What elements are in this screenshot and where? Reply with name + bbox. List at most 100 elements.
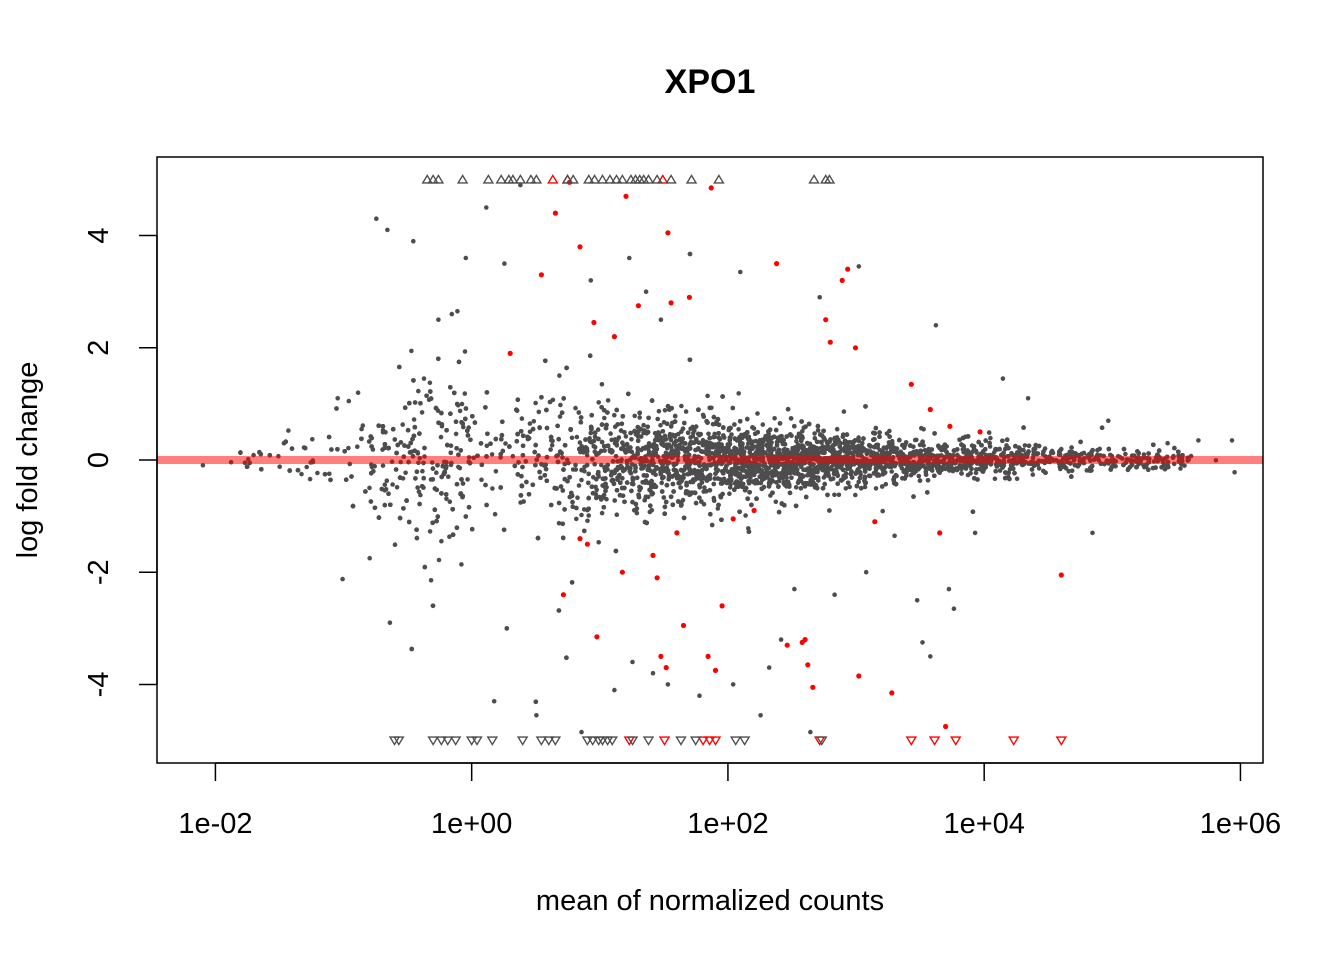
clipped-point-up [495, 174, 507, 184]
significant-point [730, 516, 736, 522]
clipped-point-down [709, 736, 722, 746]
data-points [335, 174, 1237, 746]
significant-point [538, 272, 545, 278]
clipped-point-down [738, 736, 751, 746]
significant-point [947, 423, 953, 429]
clipped-point-down [1007, 736, 1020, 746]
significant-point [705, 653, 711, 660]
x-axis: 1e-02 1e+00 1e+02 1e+04 1e+06 [178, 762, 1281, 840]
clipped-point-down [816, 736, 828, 746]
significant-point [856, 673, 862, 679]
clipped-point-down [543, 736, 555, 746]
significant-point [584, 541, 591, 547]
significant-point [560, 592, 567, 598]
significant-point [889, 690, 895, 696]
significant-point [654, 575, 660, 581]
clipped-point-up [657, 174, 669, 184]
outlier-point [792, 586, 797, 592]
y-tick-label: 2 [83, 340, 115, 356]
outlier-point [627, 255, 632, 261]
clipped-point-up [651, 174, 663, 184]
outlier-point [463, 255, 469, 261]
outlier-point [832, 592, 837, 597]
clipped-point-down [703, 736, 716, 746]
significant-point [908, 381, 914, 387]
clipped-point-down [586, 736, 599, 746]
clipped-point-up [610, 174, 623, 184]
clipped-point-down [950, 736, 962, 746]
outlier-point [484, 205, 489, 210]
outlier-point [436, 317, 441, 323]
outlier-point [612, 687, 617, 693]
clipped-point-down [1055, 736, 1068, 746]
significant-point [805, 662, 811, 668]
significant-point [802, 637, 808, 643]
clipped-point-up [456, 174, 469, 184]
outlier-point [730, 682, 736, 687]
significant-point [708, 185, 714, 191]
outlier-point [502, 261, 507, 266]
significant-point [712, 667, 719, 674]
y-tick-label: 0 [83, 452, 115, 468]
outlier-point [972, 530, 978, 536]
outlier-point [1165, 440, 1170, 446]
clipped-point-up [547, 174, 559, 184]
significant-point [977, 429, 983, 435]
outlier-point [920, 640, 925, 645]
outlier-point [1229, 438, 1235, 443]
outlier-point [643, 289, 649, 295]
y-axis-label: log fold change [12, 362, 44, 559]
outlier-point [856, 264, 862, 269]
significant-point [623, 193, 629, 199]
outlier-point [1106, 418, 1111, 424]
outlier-point [808, 729, 813, 735]
clipped-point-down [905, 736, 918, 746]
clipped-point-down [626, 736, 639, 746]
outlier-point [387, 620, 393, 625]
clipped-point-up [561, 174, 574, 184]
clipped-point-up [665, 174, 677, 184]
clipped-point-down [928, 736, 941, 746]
clipped-point-down [471, 736, 483, 746]
significant-point [674, 530, 680, 536]
clipped-point-up [525, 174, 537, 184]
outlier-point [579, 729, 584, 735]
clipped-point-up [596, 174, 609, 184]
clipped-point-up [421, 174, 433, 184]
clipped-point-down [535, 736, 548, 746]
outlier-point [914, 598, 920, 603]
x-axis-label: mean of normalized counts [536, 885, 884, 917]
clipped-point-up [713, 174, 725, 184]
clipped-point-up [616, 174, 629, 184]
outlier-point [697, 693, 702, 698]
outlier-point [335, 396, 341, 401]
outlier-point [367, 555, 373, 561]
clipped-point-up [507, 174, 519, 184]
clipped-point-up [482, 174, 495, 184]
clipped-point-up [583, 174, 595, 184]
clipped-point-down [606, 736, 618, 746]
significant-point [839, 277, 845, 283]
outlier-point [766, 665, 772, 670]
clipped-point-down [642, 736, 655, 746]
significant-point [845, 266, 851, 272]
clipped-point-up [642, 174, 655, 184]
outlier-point [946, 586, 952, 592]
significant-point [680, 622, 687, 629]
outlier-point [738, 269, 743, 275]
clipped-point-up [808, 174, 820, 184]
outlier-point [588, 278, 594, 283]
significant-point [507, 350, 513, 356]
outlier-point [518, 182, 523, 188]
significant-point [1058, 572, 1064, 578]
outlier-point [650, 670, 656, 676]
clipped-point-down [729, 736, 742, 746]
clipped-point-up [567, 174, 579, 184]
significant-point [751, 507, 757, 514]
clipped-point-up [823, 174, 836, 184]
significant-point [663, 665, 669, 671]
y-tick-label: -2 [83, 559, 115, 585]
outlier-point [758, 713, 763, 718]
clipped-point-down [658, 736, 671, 746]
